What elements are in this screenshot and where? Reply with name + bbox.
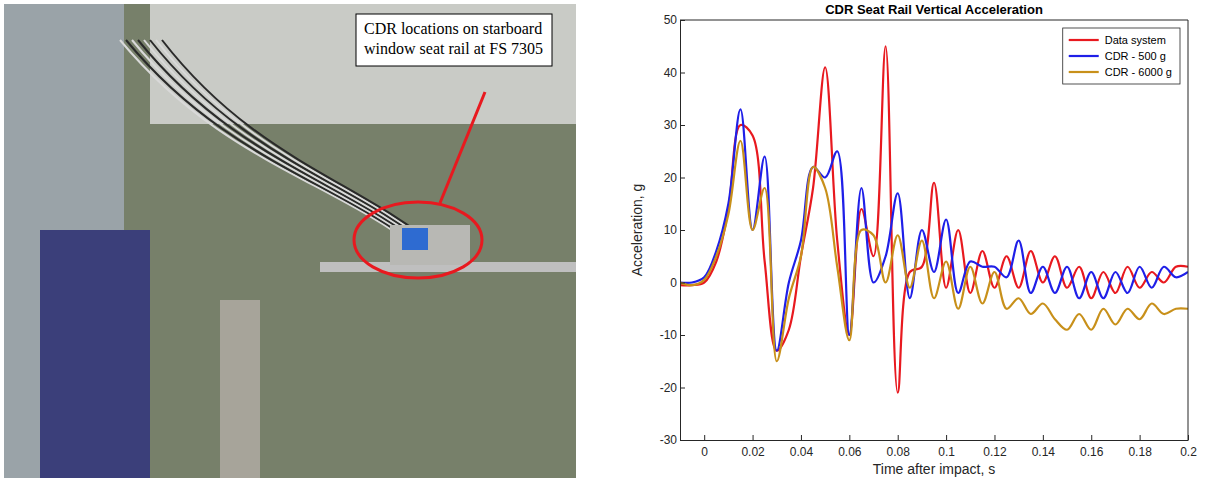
tick: 0.18: [1128, 435, 1152, 459]
tick-label: 0.12: [983, 445, 1007, 459]
tick-label: -30: [660, 433, 678, 447]
legend-swatch: [1069, 39, 1099, 41]
tick-label: 0.14: [1032, 445, 1056, 459]
photo-bracket: [220, 300, 260, 478]
tick-label: 0.08: [887, 445, 911, 459]
x-axis-title: Time after impact, s: [873, 461, 995, 477]
tick: 0.2: [1180, 435, 1197, 459]
tick-label: 0.18: [1128, 445, 1152, 459]
legend-item: CDR - 500 g: [1069, 50, 1166, 62]
legend-swatch: [1069, 71, 1099, 73]
axis-line: [681, 440, 1189, 441]
tick: 0.06: [838, 435, 862, 459]
tick: 0.12: [983, 435, 1007, 459]
tick-mark: [704, 435, 705, 440]
frame: [680, 20, 1188, 21]
photo-wire: [144, 40, 432, 250]
legend-label: CDR - 6000 g: [1105, 66, 1172, 78]
tick-mark: [680, 388, 685, 389]
tick: 0: [670, 276, 685, 290]
series-line: [680, 109, 1188, 351]
plot-background: [680, 20, 1188, 440]
tick-label: -20: [660, 381, 678, 395]
tick-mark: [680, 178, 685, 179]
tick: 0.04: [790, 435, 814, 459]
tick-mark: [753, 435, 754, 440]
tick-label: 0.1: [938, 445, 955, 459]
tick-label: 50: [664, 13, 678, 27]
tick: 0.14: [1032, 435, 1056, 459]
callout-text: CDR locations on starboardwindow seat ra…: [364, 20, 543, 57]
legend-label: CDR - 500 g: [1105, 50, 1166, 62]
tick-label: 20: [664, 171, 678, 185]
tick-mark: [680, 73, 685, 74]
legend: Data system CDR - 500 g CDR - 6000 g: [1063, 28, 1180, 84]
tick-mark: [849, 435, 850, 440]
tick-mark: [680, 440, 685, 441]
tick-mark: [680, 125, 685, 126]
series-line: [680, 46, 1188, 393]
legend-item: CDR - 6000 g: [1069, 66, 1172, 78]
tick: -10: [660, 328, 685, 342]
tick-mark: [801, 435, 802, 440]
tick-label: 0.06: [838, 445, 862, 459]
tick: 0.08: [887, 435, 911, 459]
tick-label: 0.04: [790, 445, 814, 459]
tick-label: -10: [660, 328, 678, 342]
tick-mark: [898, 435, 899, 440]
tick-label: 0.16: [1080, 445, 1104, 459]
legend-box: [1063, 28, 1180, 84]
tick-mark: [680, 335, 685, 336]
photo-cdr: [402, 228, 428, 250]
tick-mark: [1091, 435, 1092, 440]
callout-box: [356, 14, 552, 66]
tick: 10: [664, 223, 685, 237]
photo-plate: [390, 225, 470, 265]
tick: -20: [660, 381, 685, 395]
photo-seat-cushion: [40, 230, 150, 478]
photo: CDR locations on starboardwindow seat ra…: [4, 4, 576, 478]
photo-wire: [162, 40, 441, 250]
photo-floor: [4, 4, 576, 478]
tick: 0.16: [1080, 435, 1104, 459]
legend-label: Data system: [1105, 34, 1166, 46]
photo-wire: [150, 40, 435, 250]
legend-swatch: [1069, 55, 1099, 57]
callout-ellipse: [354, 202, 482, 278]
tick-mark: [994, 435, 995, 440]
tick: 20: [664, 171, 685, 185]
tick-label: 0.2: [1180, 445, 1197, 459]
tick-label: 40: [664, 66, 678, 80]
tick-mark: [680, 283, 685, 284]
tick: 0: [701, 435, 708, 459]
tick-label: 30: [664, 118, 678, 132]
tick-mark: [1140, 435, 1141, 440]
frame: [1188, 20, 1189, 440]
tick-label: 0.02: [741, 445, 765, 459]
callout-leader: [440, 92, 485, 203]
photo-wire: [156, 40, 438, 250]
x-axis: 0 0.02 0.04 0.06 0.08 0.1 0.12 0.14 0.16 0.18 0.2: [681, 435, 1198, 459]
tick-label: 0: [670, 276, 677, 290]
tick-mark: [946, 435, 947, 440]
canvas: CDR locations on starboardwindow seat ra…: [0, 0, 1207, 484]
tick: -30: [660, 433, 685, 447]
tick: 40: [664, 66, 685, 80]
series-line: [680, 141, 1188, 362]
y-axis: -30 -20 -10 0 10 20 30 40 50: [660, 13, 685, 447]
tick: 0.02: [741, 435, 765, 459]
tick-mark: [1043, 435, 1044, 440]
tick: 0.1: [938, 435, 955, 459]
tick-label: 10: [664, 223, 678, 237]
series-group: [680, 46, 1188, 393]
legend-item: Data system: [1069, 34, 1166, 46]
tick: 30: [664, 118, 685, 132]
tick-label: 0: [701, 445, 708, 459]
y-axis-title: Acceleration, g: [629, 184, 645, 277]
chart-title: CDR Seat Rail Vertical Acceleration: [825, 2, 1043, 17]
tick-mark: [680, 230, 685, 231]
